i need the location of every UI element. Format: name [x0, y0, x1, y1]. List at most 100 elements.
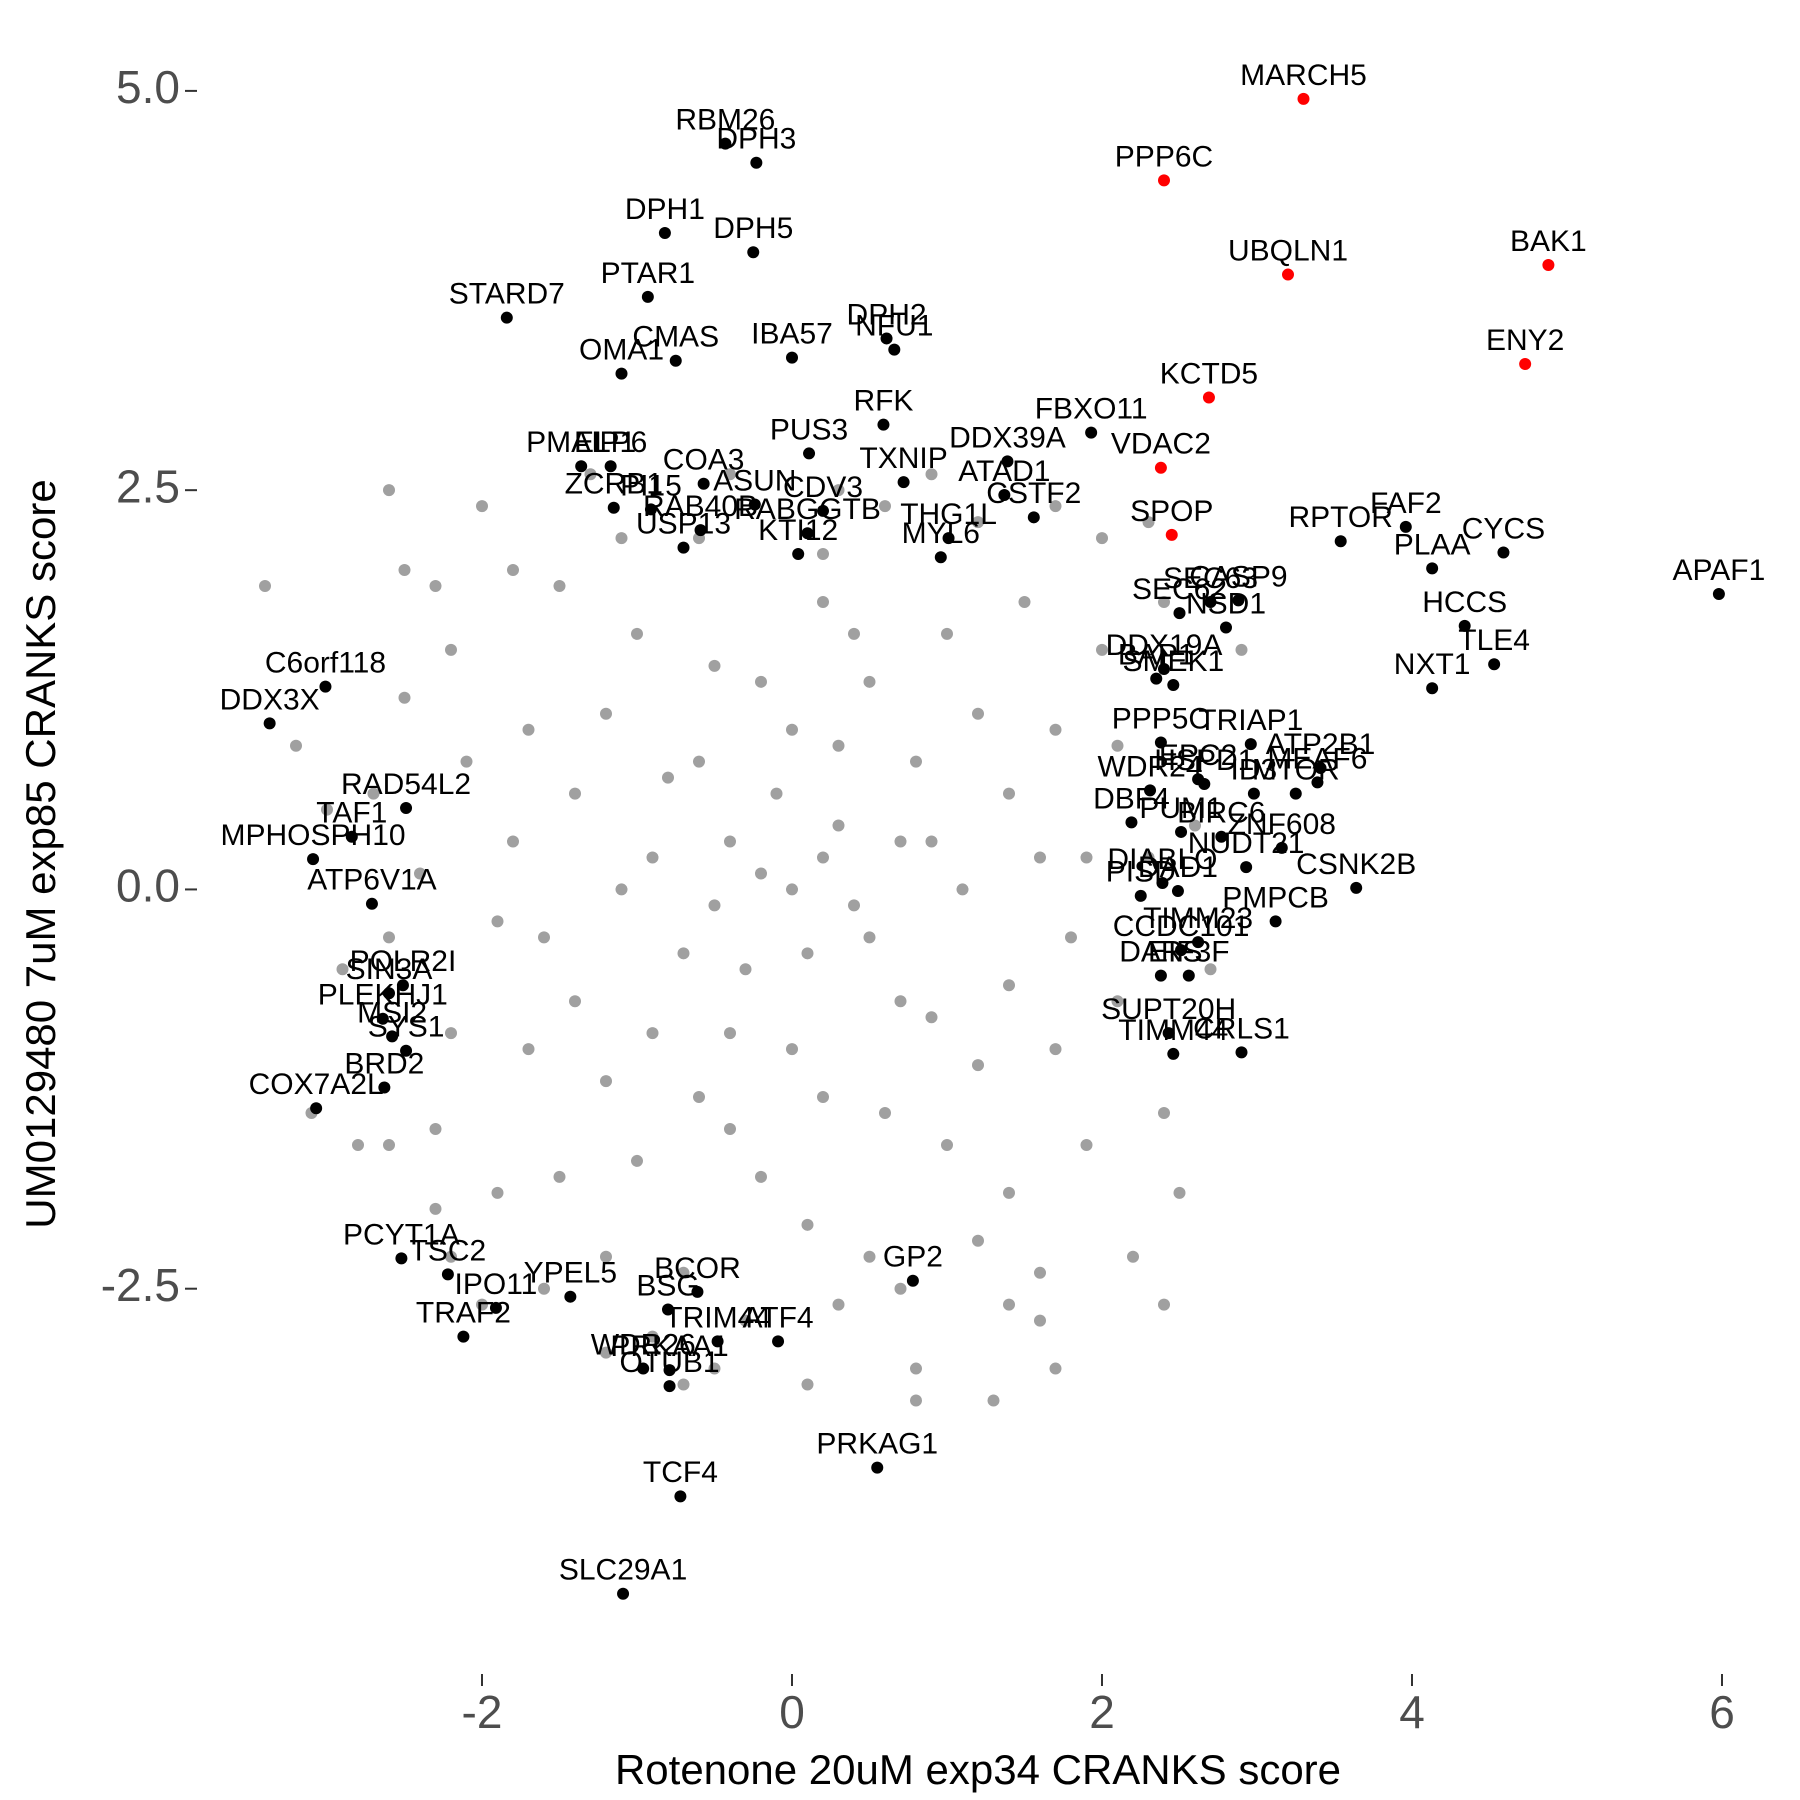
point-label: APAF1: [1672, 554, 1765, 587]
y-axis-title: UM0129480 7uM exp85 CRANKS score: [17, 479, 64, 1228]
point-label: DPH5: [713, 212, 793, 245]
point: [631, 1154, 643, 1167]
point: [786, 883, 798, 896]
point: [1158, 1298, 1170, 1311]
point: [747, 246, 760, 259]
point-label: DBF4: [1093, 782, 1170, 815]
point: [1080, 1138, 1093, 1151]
point: [1182, 969, 1195, 982]
point-label: RABGGTB: [734, 493, 881, 526]
point: [1204, 595, 1217, 608]
point: [367, 787, 380, 800]
point-label: MSI2: [357, 996, 427, 1029]
point: [345, 830, 358, 843]
point-label: SEC62: [1132, 573, 1227, 606]
point: [365, 897, 378, 910]
point-label: CDV3: [783, 471, 863, 504]
point: [476, 500, 488, 513]
x-axis-title: Rotenone 20uM exp34 CRANKS score: [615, 1746, 1341, 1793]
point: [879, 500, 891, 513]
point: [998, 488, 1011, 501]
point: [1142, 516, 1155, 529]
point: [691, 1285, 704, 1298]
point: [792, 548, 805, 561]
point: [1426, 682, 1439, 695]
point: [615, 883, 628, 896]
point: [491, 1186, 504, 1199]
point: [832, 1298, 845, 1311]
point-label: DDX19A: [1106, 629, 1223, 662]
point: [1003, 787, 1015, 800]
point: [677, 1266, 690, 1279]
point: [1154, 461, 1167, 474]
point: [1235, 1046, 1248, 1059]
point: [1458, 619, 1471, 632]
point-label: PRKAG1: [816, 1427, 938, 1460]
point-label: ATF4: [742, 1301, 813, 1334]
point-label: CCDC101: [1113, 910, 1250, 943]
point-label: KTI12: [758, 514, 838, 547]
point: [1220, 621, 1232, 634]
point: [414, 867, 426, 880]
point: [801, 947, 814, 960]
point: [263, 717, 276, 730]
point: [1167, 1047, 1180, 1060]
point-label: SMEK1: [1122, 645, 1224, 678]
point: [817, 504, 829, 517]
point-label: OTUB1: [620, 1346, 720, 1379]
x-tick-label: -2: [462, 1686, 503, 1738]
point: [941, 627, 953, 640]
point-label: PPP5C: [1112, 702, 1210, 735]
point-label: THG1L: [900, 498, 997, 531]
point: [674, 1490, 687, 1503]
point: [693, 755, 705, 768]
point: [445, 643, 457, 656]
point-label: ATP6V1A: [307, 864, 437, 897]
point: [848, 899, 860, 912]
point: [259, 579, 271, 592]
point-label: FBXO11: [1035, 393, 1148, 426]
point: [1198, 778, 1211, 791]
point: [395, 1252, 408, 1265]
point: [786, 723, 798, 736]
point: [476, 1298, 488, 1311]
point-label: ASUN: [713, 464, 796, 497]
point-label: KCTD5: [1160, 357, 1258, 390]
point: [888, 343, 901, 356]
point: [755, 1170, 767, 1183]
point: [383, 484, 395, 497]
point: [1712, 587, 1725, 600]
point: [1232, 594, 1245, 607]
point: [1269, 915, 1282, 928]
point-label: CYCS: [1462, 512, 1545, 545]
point: [1034, 1266, 1046, 1279]
point-label: C6orf118: [265, 647, 386, 680]
point-label: RAD54L2: [341, 768, 471, 801]
point: [724, 1122, 736, 1135]
point: [1240, 861, 1253, 874]
point-label: MYL6: [902, 517, 980, 550]
point: [724, 468, 736, 481]
point: [445, 1250, 457, 1263]
point: [398, 564, 411, 577]
point-label: DPH2: [847, 298, 927, 331]
point-label: BSG: [636, 1269, 699, 1302]
point: [817, 1091, 829, 1104]
point: [400, 1044, 413, 1057]
point-label: COA3: [663, 444, 745, 477]
point: [663, 1380, 676, 1393]
point: [1165, 528, 1178, 541]
point: [1150, 672, 1163, 685]
point: [663, 1364, 676, 1377]
point-label: TSC2: [410, 1234, 487, 1267]
point: [910, 755, 922, 768]
point: [662, 771, 674, 784]
point: [880, 332, 893, 345]
point: [319, 680, 332, 693]
point-label: VDAC2: [1111, 428, 1211, 461]
point-label: PLAA: [1394, 528, 1471, 561]
point: [755, 675, 767, 688]
point-label: TRIAP1: [1198, 704, 1303, 737]
point: [646, 851, 659, 864]
